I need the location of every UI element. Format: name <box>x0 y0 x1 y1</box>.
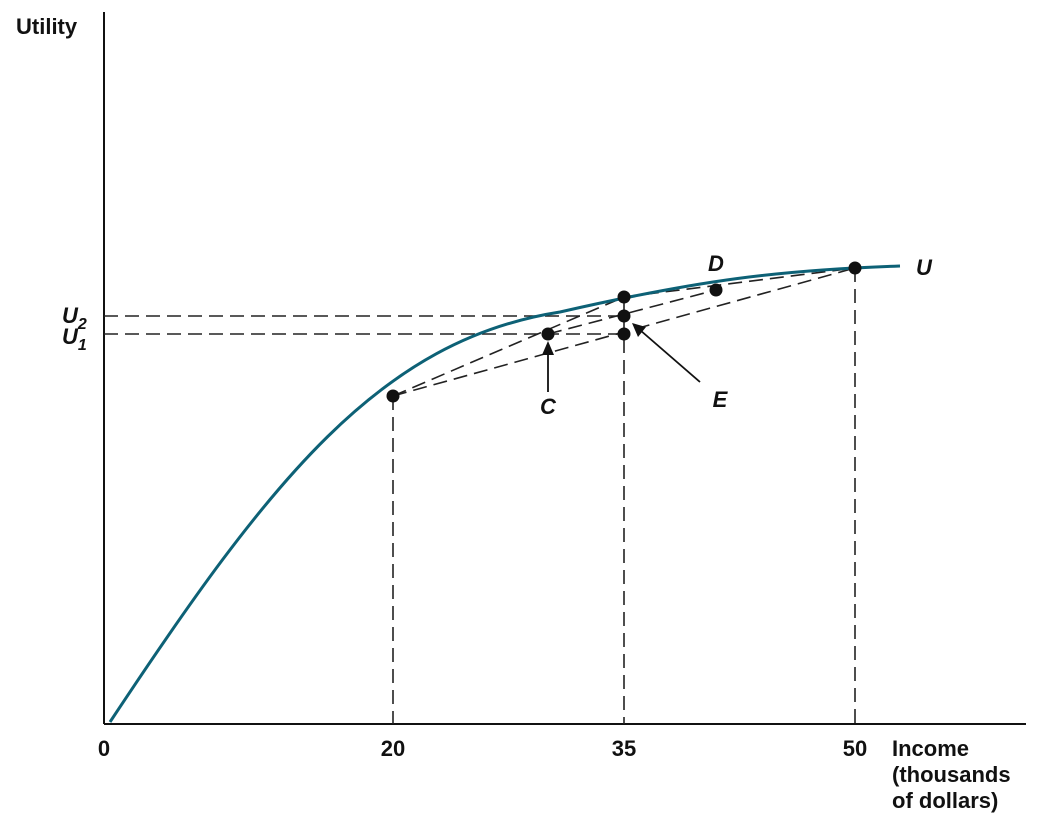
chord-35-50 <box>623 267 856 298</box>
point-35-u1 <box>617 327 631 341</box>
label-d: D <box>708 251 724 276</box>
x-axis-label-line-2: (thousands <box>892 762 1011 787</box>
point-income-20 <box>386 389 400 403</box>
x-axis-label-line-1: Income <box>892 736 969 761</box>
arrow-e-shaft <box>639 329 701 383</box>
label-c: C <box>540 394 557 419</box>
y-axis-label: Utility <box>16 14 78 39</box>
arrow-c-head <box>542 341 554 355</box>
chord-20-35 <box>392 296 625 397</box>
x-tick-0: 0 <box>98 736 110 761</box>
chord-c-d <box>547 289 717 335</box>
utility-curve <box>108 264 901 723</box>
point-d <box>709 283 723 297</box>
arrow-e-head <box>632 323 646 337</box>
curve-label-u: U <box>916 255 933 280</box>
point-income-50 <box>848 261 862 275</box>
x-tick-20: 20 <box>381 736 405 761</box>
point-income-35 <box>617 290 631 304</box>
x-axis-label-line-3: of dollars) <box>892 788 998 813</box>
x-tick-50: 50 <box>843 736 867 761</box>
u2-label: U2 <box>62 303 87 333</box>
point-e <box>617 309 631 323</box>
u1-label: U1 <box>62 324 87 354</box>
x-tick-35: 35 <box>612 736 636 761</box>
label-e: E <box>713 387 729 412</box>
point-c <box>541 327 555 341</box>
